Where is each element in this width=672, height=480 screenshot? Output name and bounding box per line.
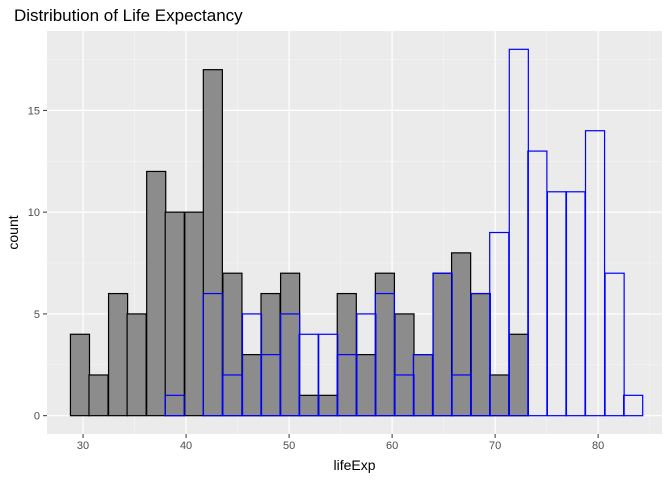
y-axis-title: count [5,215,21,249]
filled-bar [69,333,91,417]
filled-bar [279,272,301,417]
filled-bar [432,272,453,417]
filled-bar [356,354,377,417]
y-tick-label: 10 [28,207,40,219]
filled-bar [298,394,319,417]
filled-bar [374,272,396,417]
y-axis: 0 5 10 15 [28,105,47,423]
filled-bar [412,354,434,417]
x-tick-label: 50 [283,440,295,452]
x-tick-label: 60 [386,440,398,452]
filled-bar [107,292,129,417]
x-tick-label: 80 [592,440,604,452]
filled-bar [146,170,167,417]
y-tick-label: 5 [34,309,40,321]
y-tick-label: 0 [34,411,40,423]
outline-bar [374,292,396,417]
filled-bar [318,394,339,417]
filled-bar [394,313,415,417]
outline-bar [164,394,185,417]
filled-bar [126,313,147,417]
filled-bar [184,211,205,417]
filled-bar [222,272,243,417]
x-tick-label: 30 [77,440,89,452]
outline-bar [432,272,453,417]
filled-bar [489,374,510,417]
filled-bar [508,333,529,417]
filled-bar [470,292,491,417]
filled-bar [88,374,109,417]
outline-bar [202,292,223,417]
x-axis: 30 40 50 60 70 80 [77,434,604,452]
x-tick-label: 40 [180,440,192,452]
chart-title: Distribution of Life Expectancy [14,6,243,25]
filled-bar [241,354,263,417]
outline-bar [623,394,644,417]
filled-bar [164,211,185,417]
y-tick-label: 15 [28,105,40,117]
series-outline-bars [164,48,644,417]
x-tick-label: 70 [489,440,501,452]
x-axis-title: lifeExp [333,457,375,473]
outline-bar [604,272,625,417]
filled-bar [450,252,472,417]
filled-bar [202,69,223,417]
